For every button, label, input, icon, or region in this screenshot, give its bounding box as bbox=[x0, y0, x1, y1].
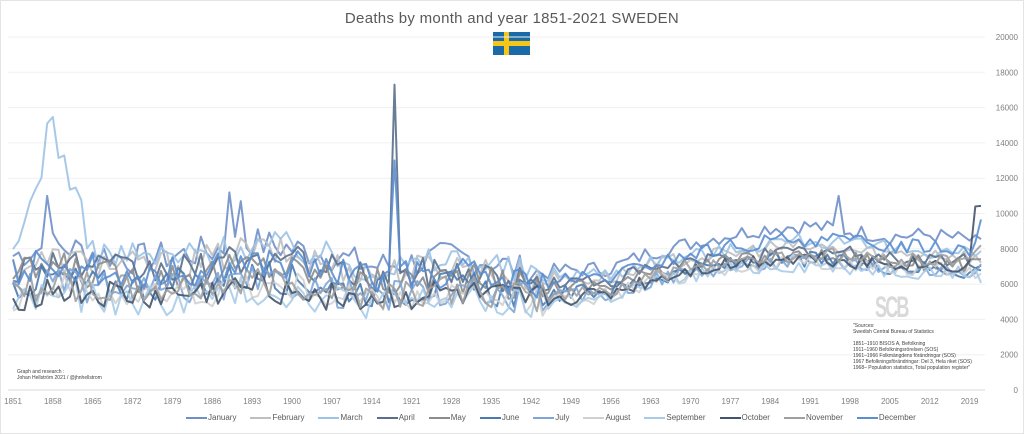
x-tick-label: 1949 bbox=[562, 397, 580, 406]
legend-label: May bbox=[450, 413, 466, 422]
legend-item-july[interactable]: July bbox=[533, 413, 569, 422]
y-tick-label: 12000 bbox=[996, 174, 1019, 183]
x-tick-label: 1851 bbox=[4, 397, 22, 406]
legend-swatch bbox=[428, 416, 450, 419]
chart-title: Deaths by month and year 1851-2021 SWEDE… bbox=[344, 10, 680, 27]
y-tick-label: 18000 bbox=[996, 68, 1019, 77]
y-axis-ticks: 0 2000 4000 6000 8000 10000 12000 14000 16000 180… bbox=[996, 33, 1019, 395]
legend-item-august[interactable]: August bbox=[583, 413, 630, 422]
x-tick-label: 1872 bbox=[124, 397, 142, 406]
gridlines bbox=[8, 36, 985, 391]
y-tick-label: 10000 bbox=[996, 210, 1019, 219]
x-tick-label: 1977 bbox=[722, 397, 740, 406]
legend-swatch bbox=[376, 416, 398, 419]
legend-label: December bbox=[878, 413, 916, 422]
legend-item-february[interactable]: February bbox=[250, 413, 304, 422]
legend-item-october[interactable]: October bbox=[719, 413, 770, 422]
sources-text: "Sources: Swedish Central Bureau of Stat… bbox=[853, 323, 972, 371]
x-tick-label: 1921 bbox=[403, 397, 421, 406]
scb-watermark-logo: SCB bbox=[875, 291, 909, 324]
x-tick-label: 1879 bbox=[164, 397, 182, 406]
legend-label: January bbox=[208, 413, 237, 422]
y-tick-label: 8000 bbox=[1000, 245, 1018, 254]
legend-label: October bbox=[741, 413, 770, 422]
y-tick-label: 16000 bbox=[996, 104, 1019, 113]
x-tick-label: 1970 bbox=[682, 397, 700, 406]
legend-item-december[interactable]: December bbox=[856, 413, 916, 422]
x-tick-label: 1907 bbox=[323, 397, 341, 406]
x-tick-label: 1893 bbox=[243, 397, 261, 406]
legend-swatch bbox=[250, 416, 272, 419]
legend-item-september[interactable]: September bbox=[644, 413, 706, 422]
legend-item-november[interactable]: November bbox=[783, 413, 843, 422]
legend-item-march[interactable]: March bbox=[318, 413, 363, 422]
series-line-december bbox=[12, 159, 982, 299]
x-tick-label: 1942 bbox=[522, 397, 540, 406]
x-tick-label: 2019 bbox=[961, 397, 979, 406]
legend-swatch bbox=[186, 416, 207, 419]
x-tick-label: 1963 bbox=[642, 397, 660, 406]
series-line-september bbox=[12, 259, 982, 320]
y-tick-label: 0 bbox=[1014, 386, 1019, 395]
legend-label: June bbox=[501, 413, 520, 422]
sweden-flag-icon bbox=[493, 32, 530, 55]
y-tick-label: 2000 bbox=[1000, 351, 1018, 360]
x-tick-label: 1865 bbox=[84, 397, 102, 406]
credit-text: Graph and research : Johan Hellström 202… bbox=[17, 369, 102, 381]
legend-swatch bbox=[318, 416, 340, 419]
y-tick-label: 20000 bbox=[996, 33, 1019, 42]
x-tick-label: 2012 bbox=[921, 397, 939, 406]
series-line-october bbox=[12, 204, 982, 312]
legend-label: March bbox=[340, 413, 363, 422]
y-tick-label: 14000 bbox=[996, 139, 1019, 148]
legend-swatch bbox=[856, 416, 878, 419]
credit-line-1: Graph and research : bbox=[17, 369, 65, 375]
x-tick-label: 1900 bbox=[283, 397, 301, 406]
legend-swatch bbox=[719, 416, 741, 419]
x-tick-label: 1914 bbox=[363, 397, 381, 406]
legend-label: February bbox=[272, 413, 305, 422]
legend-label: November bbox=[805, 413, 843, 422]
chart-legend: January February March April May June July Augu… bbox=[186, 413, 930, 422]
legend-swatch bbox=[644, 416, 666, 419]
series-line-november bbox=[12, 244, 982, 313]
y-tick-label: 4000 bbox=[1000, 315, 1018, 324]
legend-swatch bbox=[583, 416, 605, 419]
x-tick-label: 1984 bbox=[761, 397, 779, 406]
x-tick-label: 1991 bbox=[801, 397, 819, 406]
legend-swatch bbox=[533, 416, 555, 419]
series-line-march bbox=[12, 115, 982, 283]
legend-label: July bbox=[555, 413, 570, 422]
x-tick-label: 1928 bbox=[443, 397, 461, 406]
series-lines bbox=[12, 83, 982, 320]
x-tick-label: 1956 bbox=[602, 397, 620, 406]
legend-label: August bbox=[605, 413, 631, 422]
x-tick-label: 1998 bbox=[841, 397, 859, 406]
x-tick-label: 1858 bbox=[44, 397, 62, 406]
x-tick-label: 2005 bbox=[881, 397, 899, 406]
legend-swatch bbox=[783, 416, 805, 419]
legend-item-january[interactable]: January bbox=[186, 413, 236, 422]
legend-swatch bbox=[479, 416, 501, 419]
x-axis-ticks: 1851 1858 1865 1872 1879 1886 1893 1900 1907 1914… bbox=[4, 397, 979, 406]
legend-item-june[interactable]: June bbox=[479, 413, 520, 422]
x-tick-label: 1935 bbox=[482, 397, 500, 406]
y-tick-label: 6000 bbox=[1000, 280, 1018, 289]
x-tick-label: 1886 bbox=[203, 397, 221, 406]
legend-item-april[interactable]: April bbox=[376, 413, 415, 422]
legend-item-may[interactable]: May bbox=[428, 413, 466, 422]
legend-label: September bbox=[666, 413, 706, 422]
legend-label: April bbox=[398, 413, 415, 422]
credit-line-2: Johan Hellström 2021 / @jhnhellstrom bbox=[17, 375, 102, 381]
